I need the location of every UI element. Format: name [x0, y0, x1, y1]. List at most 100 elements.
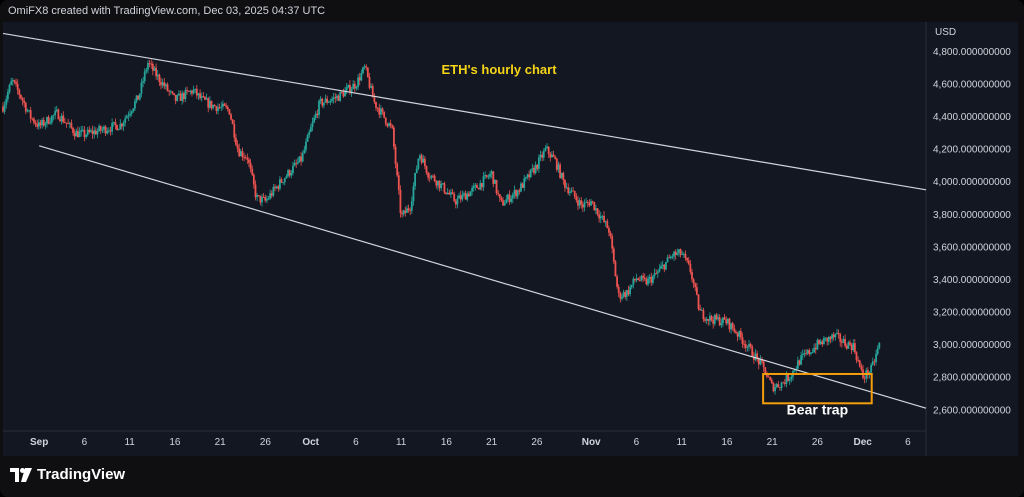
candle-body	[350, 89, 353, 93]
candle-body	[823, 338, 825, 345]
candle-body	[34, 122, 37, 125]
candle-body	[850, 344, 853, 351]
candle-body	[536, 164, 539, 169]
candle-body	[469, 191, 472, 197]
candle-body	[148, 63, 151, 64]
candle-body	[303, 149, 306, 154]
candle-body	[720, 323, 723, 326]
candle-body	[81, 129, 84, 131]
candle-body	[709, 315, 711, 321]
candle-body	[552, 154, 555, 158]
candle-body	[744, 344, 747, 348]
candle-body	[751, 346, 754, 357]
candle-body	[630, 284, 633, 288]
tradingview-logo[interactable]: TradingView	[10, 466, 125, 483]
candle-body	[366, 67, 369, 78]
candle-body	[164, 84, 167, 87]
candle-body	[16, 83, 19, 91]
candle-body	[300, 156, 302, 162]
candle-body	[103, 126, 105, 130]
candle-body	[739, 331, 742, 338]
candle-body	[689, 263, 692, 273]
candle-body	[231, 119, 234, 125]
candle-body	[195, 88, 198, 96]
candle-body	[419, 155, 421, 159]
candle-body	[205, 98, 208, 100]
candle-body	[352, 83, 355, 90]
candle-body	[210, 100, 213, 109]
eth-hourly-chart[interactable]: Bear trap ETH's hourly chart USD 4,800.0…	[0, 22, 1024, 456]
candle-body	[129, 113, 131, 116]
candle-body	[560, 172, 563, 178]
candle-body	[70, 122, 73, 128]
candle-body	[191, 90, 193, 94]
candle-body	[163, 82, 166, 87]
candle-body	[124, 118, 127, 123]
candle-body	[674, 251, 677, 255]
candle-body	[847, 342, 850, 349]
upper-trendline[interactable]	[2, 32, 927, 191]
candle-body	[694, 283, 697, 288]
candle-body	[759, 359, 762, 365]
candle-body	[650, 276, 653, 283]
candle-body	[704, 319, 706, 321]
lower-trendline[interactable]	[39, 145, 927, 409]
candle-body	[331, 99, 333, 101]
price-tick-label: 2,800.000000000	[933, 373, 1011, 384]
candle-body	[68, 122, 71, 124]
candle-body	[173, 93, 175, 95]
candle-body	[215, 106, 218, 111]
candle-body	[793, 370, 796, 372]
candle-body	[464, 193, 467, 200]
candle-body	[625, 290, 628, 297]
candle-body	[728, 318, 731, 330]
time-tick-label: 21	[486, 437, 498, 448]
candle-body	[179, 93, 182, 101]
candle-body	[319, 98, 322, 101]
candle-body	[510, 198, 513, 202]
candle-body	[132, 108, 135, 112]
candle-body	[186, 90, 188, 91]
candle-body	[248, 159, 250, 163]
candle-body	[811, 352, 814, 353]
candle-body	[813, 347, 816, 353]
candle-body	[80, 130, 83, 132]
candle-body	[541, 154, 544, 158]
candle-body	[858, 360, 861, 367]
candle-body	[684, 253, 687, 259]
annotation-layer: Bear trap	[762, 372, 873, 418]
candle-body	[453, 193, 456, 201]
candle-body	[226, 106, 229, 110]
price-tick-label: 4,400.000000000	[933, 112, 1011, 123]
time-tick-label: 6	[353, 437, 359, 448]
candle-body	[852, 343, 855, 351]
candle-body	[378, 108, 381, 115]
candle-body	[787, 374, 789, 381]
candle-body	[249, 162, 252, 169]
candle-body	[498, 194, 501, 198]
candle-body	[507, 194, 509, 200]
tradingview-logo-icon	[10, 467, 32, 482]
candle-body	[715, 314, 718, 320]
time-axis[interactable]: Sep 6 11 16 21 26 Oct 6 11 16 21 26 Nov 6 11 16 21 26 Dec 6	[30, 437, 911, 448]
candle-body	[738, 331, 741, 337]
candle-body	[37, 122, 40, 127]
candle-body	[634, 278, 636, 281]
candle-body	[182, 93, 185, 100]
candle-body	[344, 90, 346, 97]
price-tick-label: 4,200.000000000	[933, 145, 1011, 156]
candle-body	[220, 106, 223, 108]
candle-body	[518, 190, 521, 192]
price-axis[interactable]: USD 4,800.000000000 4,600.000000000 4,400.…	[933, 27, 1011, 416]
candle-body	[264, 197, 267, 201]
candle-body	[254, 184, 257, 198]
candle-body	[208, 100, 211, 108]
candle-body	[306, 135, 309, 142]
candle-body	[379, 108, 382, 115]
bear-trap-box[interactable]	[762, 372, 873, 405]
candle-body	[769, 377, 772, 380]
candle-body	[502, 200, 504, 206]
candle-body	[59, 119, 61, 122]
candle-body	[388, 123, 390, 127]
time-tick-label: Nov	[582, 437, 601, 448]
